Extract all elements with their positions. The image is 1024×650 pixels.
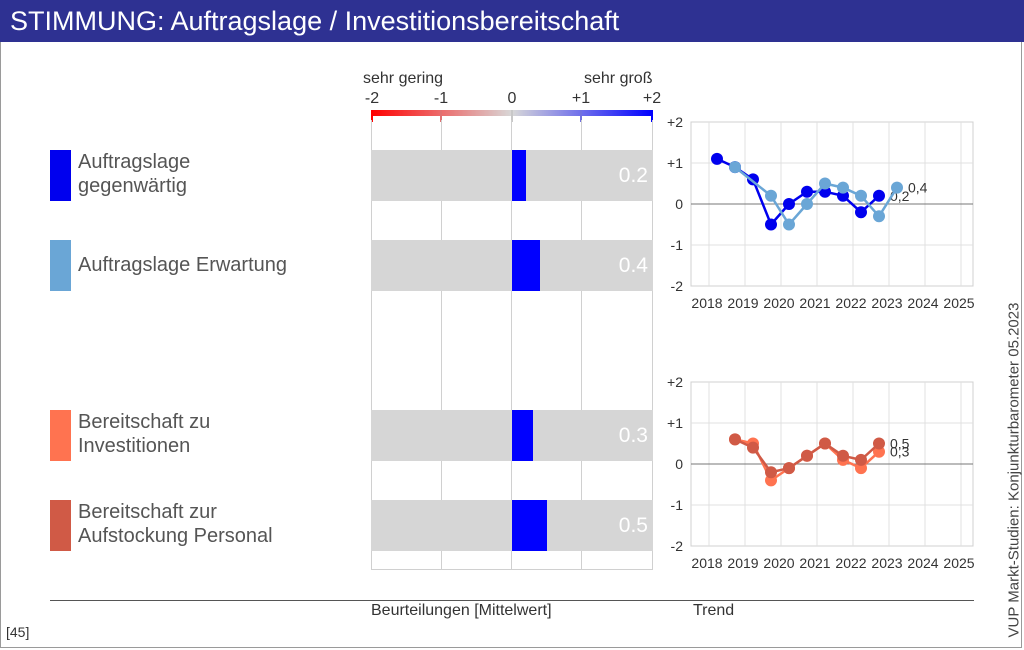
y-tick-label: +1 — [667, 155, 683, 171]
scale-tick-label: -2 — [364, 90, 380, 107]
data-point — [873, 189, 885, 202]
data-point — [765, 218, 777, 231]
end-value-label: 0,3 — [890, 444, 910, 460]
data-point — [765, 474, 777, 487]
data-point — [855, 453, 867, 466]
page-title: STIMMUNG: Auftragslage / Investitionsber… — [10, 6, 620, 36]
source-note: VUP Markt-Studien: Konjunkturbarometer 0… — [1005, 302, 1023, 638]
item-label: Auftragslage Erwartung — [78, 254, 288, 276]
item-label: Auftragslage gegenwärtig — [78, 151, 191, 197]
y-tick-label: -1 — [671, 237, 684, 253]
scale-tick-label: -1 — [433, 90, 449, 107]
x-tick-label: 2021 — [799, 295, 830, 311]
grid-line — [441, 120, 442, 570]
scale-tick-label: +2 — [642, 90, 662, 107]
data-point — [837, 189, 849, 202]
x-tick-label: 2025 — [943, 295, 974, 311]
x-tick-label: 2019 — [727, 555, 758, 571]
data-point — [855, 206, 867, 219]
y-tick-label: +2 — [667, 374, 683, 390]
data-point — [783, 462, 795, 475]
data-point — [801, 449, 813, 462]
slide-frame — [0, 42, 1022, 648]
x-tick-label: 2020 — [763, 555, 794, 571]
data-point — [801, 198, 813, 210]
grid-line — [581, 120, 582, 570]
scale-tick-mark — [440, 110, 442, 122]
data-point — [765, 189, 777, 202]
y-tick-label: -1 — [671, 497, 684, 513]
scale-tick-mark — [651, 110, 653, 122]
data-point — [729, 161, 741, 174]
end-value-label: 0,5 — [890, 436, 910, 452]
data-point — [873, 445, 885, 458]
data-point — [837, 449, 849, 462]
data-point — [873, 210, 885, 223]
scale-tick-label: +1 — [571, 90, 591, 107]
x-tick-label: 2020 — [763, 295, 794, 311]
x-tick-label: 2022 — [835, 295, 866, 311]
y-tick-label: +2 — [667, 114, 683, 130]
bar-auftragslage-gegenwaertig — [512, 150, 526, 201]
x-tick-label: 2023 — [871, 295, 902, 311]
scale-tick-mark — [511, 110, 513, 122]
bar-value-label: 0.4 — [618, 254, 648, 277]
x-tick-label: 2023 — [871, 555, 902, 571]
y-tick-label: 0 — [675, 456, 683, 472]
trend-caption: Trend — [693, 602, 735, 619]
color-swatch — [50, 150, 71, 201]
data-point — [855, 462, 867, 475]
color-swatch — [50, 240, 71, 291]
data-point — [819, 437, 831, 450]
x-tick-label: 2022 — [835, 555, 866, 571]
scale-tick-mark — [580, 110, 582, 122]
scale-tick-label: 0 — [507, 90, 517, 107]
data-point — [783, 198, 795, 210]
bar-investitionen — [512, 410, 533, 461]
x-tick-label: 2018 — [691, 555, 722, 571]
x-tick-label: 2025 — [943, 555, 974, 571]
data-point — [873, 437, 885, 450]
data-point — [801, 185, 813, 198]
trend-chart-bereitschaft: +2 +1 0 -1 -2 2018 2019 2020 2021 2022 2023 2024 202… — [667, 374, 975, 571]
color-swatch — [50, 410, 71, 461]
y-tick-label: -2 — [671, 278, 684, 294]
data-point — [747, 441, 759, 454]
bottom-rule — [50, 600, 974, 601]
data-point — [783, 218, 795, 231]
y-tick-label: +1 — [667, 415, 683, 431]
data-point — [711, 152, 723, 165]
bar-value-label: 0.5 — [618, 514, 648, 537]
x-tick-label: 2021 — [799, 555, 830, 571]
page-number: [45] — [6, 624, 30, 640]
data-point — [837, 181, 849, 194]
bars-panel — [371, 120, 653, 570]
x-tick-label: 2019 — [727, 295, 758, 311]
scale-low-label: sehr gering — [363, 70, 444, 87]
scale-high-label: sehr groß — [584, 70, 653, 87]
color-swatch — [50, 500, 71, 551]
data-point — [891, 181, 903, 194]
bar-value-label: 0.3 — [618, 424, 648, 447]
bar-value-label: 0.2 — [618, 164, 648, 187]
item-label: Bereitschaft zu Investitionen — [78, 411, 211, 457]
data-point — [855, 189, 867, 202]
y-tick-label: 0 — [675, 196, 683, 212]
item-label: Bereitschaft zur Aufstockung Personal — [78, 501, 273, 547]
grid-line — [511, 120, 512, 570]
y-tick-label: -2 — [671, 538, 684, 554]
x-tick-label: 2018 — [691, 295, 722, 311]
x-tick-label: 2024 — [907, 555, 938, 571]
scale-tick-mark — [371, 110, 373, 122]
data-point — [729, 433, 741, 446]
end-value-label: 0,4 — [908, 180, 928, 196]
title-bar: STIMMUNG: Auftragslage / Investitionsber… — [0, 0, 1024, 42]
trend-chart-auftragslage: +2 +1 0 -1 -2 2018 2019 2020 2021 2022 2023 2024 202… — [667, 114, 975, 311]
data-point — [765, 466, 777, 479]
data-point — [819, 177, 831, 190]
bar-auftragslage-erwartung — [512, 240, 540, 291]
bars-axis-caption: Beurteilungen [Mittelwert] — [371, 602, 552, 619]
x-tick-label: 2024 — [907, 295, 938, 311]
bar-personal — [512, 500, 547, 551]
